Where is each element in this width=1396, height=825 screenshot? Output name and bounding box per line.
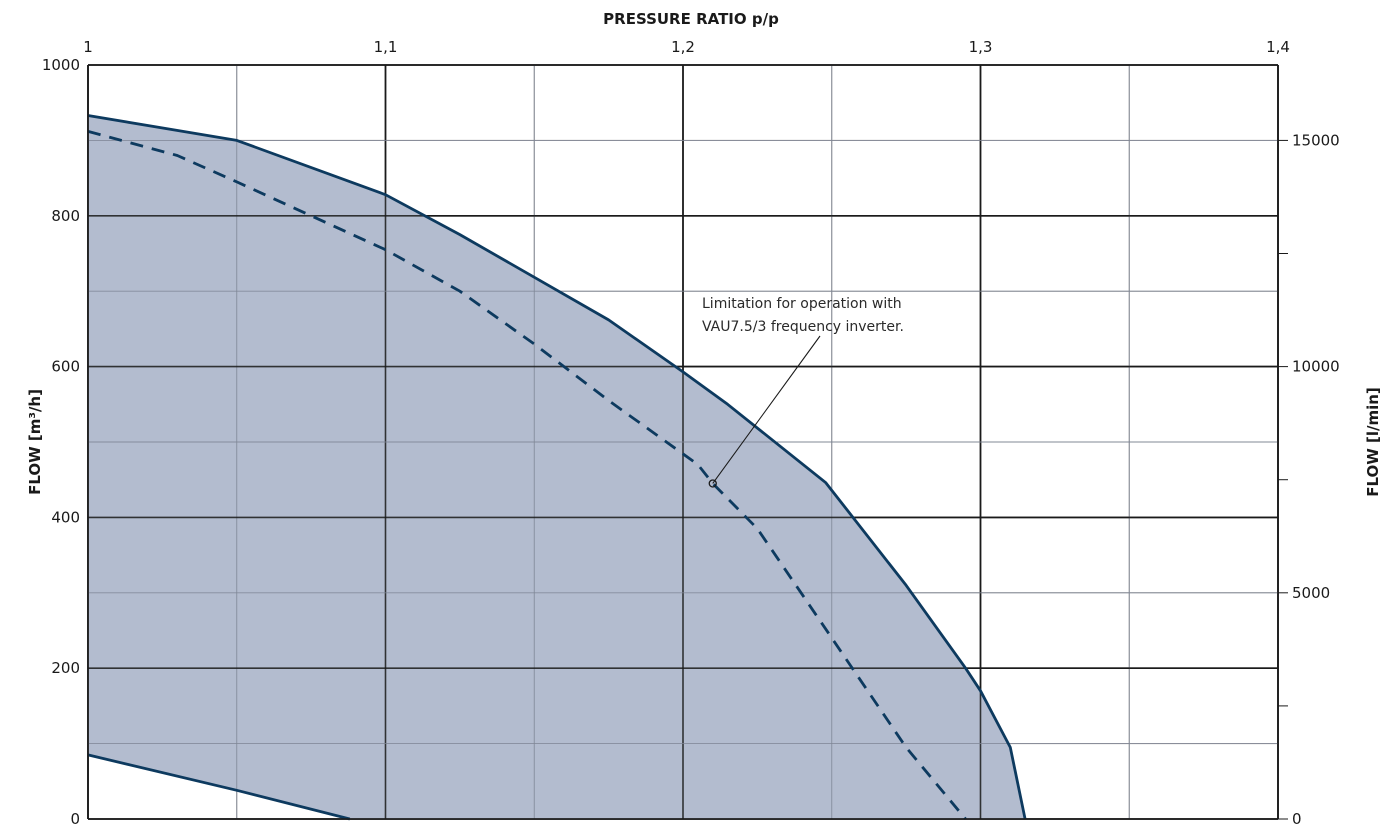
y-axis-right-title: FLOW [l/min] xyxy=(1364,387,1382,497)
series xyxy=(87,114,1027,821)
series-line-2 xyxy=(87,753,351,821)
series-line-0 xyxy=(87,114,1027,820)
y-left-tick-label: 200 xyxy=(51,659,80,677)
annotation-leader-line xyxy=(712,335,821,484)
axes: 1 1,1 1,2 1,3 1,4020040060080010000500010000… xyxy=(42,38,1340,825)
y-right-tick-label: 15000 xyxy=(1292,131,1340,149)
y-left-tick-label: 400 xyxy=(51,508,80,526)
y-axis-left-title: FLOW [m³/h] xyxy=(26,389,44,495)
x-tick-label: 1,2 xyxy=(671,38,695,56)
x-tick-label: 1,4 xyxy=(1266,38,1290,56)
y-right-tick-label: 0 xyxy=(1292,810,1302,825)
y-left-tick-label: 1000 xyxy=(42,56,80,74)
series-line-1 xyxy=(87,130,967,820)
y-left-tick-label: 600 xyxy=(51,358,80,376)
annotation-line-1: Limitation for operation with xyxy=(702,296,902,312)
y-left-tick-label: 800 xyxy=(51,207,80,225)
x-tick-label: 1,3 xyxy=(969,38,993,56)
x-tick-label: 1,1 xyxy=(374,38,398,56)
x-axis-title: PRESSURE RATIO p/p xyxy=(603,10,779,28)
y-right-tick-label: 5000 xyxy=(1292,584,1330,602)
annotation-line-2: VAU7.5/3 frequency inverter. xyxy=(702,319,904,335)
y-right-tick-label: 10000 xyxy=(1292,358,1340,376)
x-tick-label: 1 xyxy=(83,38,93,56)
annotations: Limitation for operation with VAU7.5/3 fr… xyxy=(702,296,904,488)
y-left-tick-label: 0 xyxy=(70,810,80,825)
annotation-marker xyxy=(708,479,717,488)
